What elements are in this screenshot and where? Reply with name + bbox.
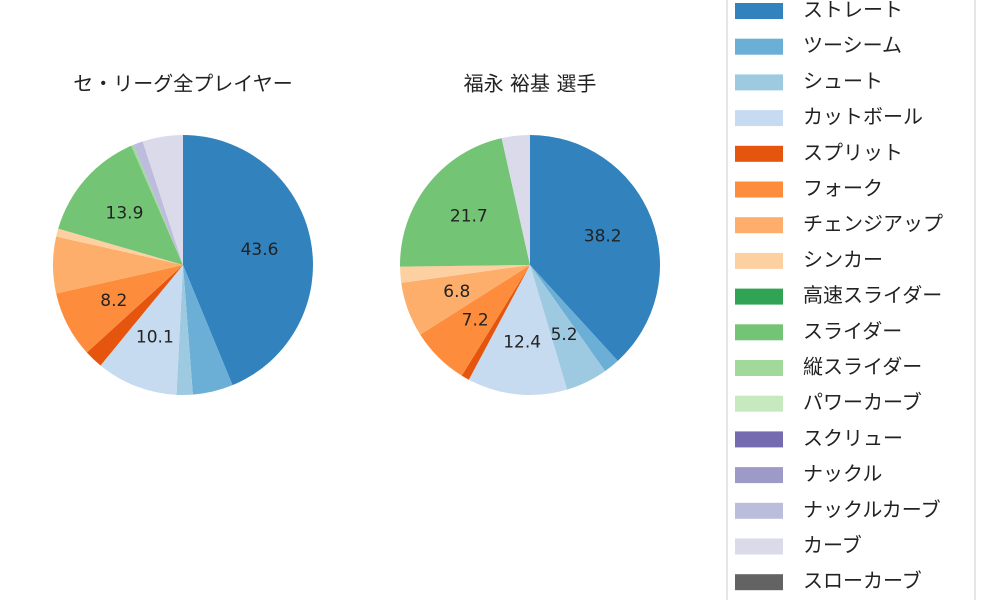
legend-label: ストレート bbox=[803, 0, 903, 22]
legend-label: シュート bbox=[803, 69, 883, 93]
value-label: 38.2 bbox=[584, 227, 622, 247]
legend-box bbox=[726, 0, 976, 604]
legend-swatch bbox=[735, 467, 783, 484]
pie-slice bbox=[58, 145, 183, 265]
value-label: 10.1 bbox=[136, 328, 174, 348]
legend-label: カーブ bbox=[803, 533, 862, 557]
pie-slice bbox=[52, 236, 184, 294]
pie-slice bbox=[468, 265, 568, 395]
legend-swatch bbox=[735, 252, 783, 269]
pie-slice bbox=[183, 265, 233, 395]
legend-swatch bbox=[735, 3, 783, 19]
chart-title: 福永 裕基 選手 bbox=[464, 72, 597, 96]
pie-slice bbox=[100, 265, 183, 395]
pie-slice bbox=[530, 135, 661, 361]
legend-label: 縦スライダー bbox=[803, 355, 922, 379]
legend-label: スライダー bbox=[803, 319, 902, 343]
pie-slice bbox=[399, 138, 530, 267]
pie-slice bbox=[56, 265, 183, 353]
legend-swatch bbox=[735, 145, 783, 162]
value-label: 5.2 bbox=[551, 325, 578, 345]
pie-slice bbox=[142, 135, 183, 265]
legend-label: シンカー bbox=[803, 247, 883, 271]
legend-label: 高速スライダー bbox=[803, 283, 942, 307]
legend-swatch bbox=[735, 431, 783, 448]
pie-slice bbox=[461, 265, 530, 380]
value-label: 7.2 bbox=[462, 310, 489, 330]
legend-swatch bbox=[735, 217, 783, 234]
value-label: 6.8 bbox=[443, 282, 470, 302]
pie-slice bbox=[183, 135, 313, 386]
legend-label: カットボール bbox=[803, 105, 923, 129]
value-label: 13.9 bbox=[106, 203, 144, 223]
value-label: 12.4 bbox=[503, 333, 541, 353]
pie-slice bbox=[86, 265, 183, 366]
pie-slice bbox=[501, 135, 530, 265]
pie-slice bbox=[131, 144, 183, 265]
legend-swatch bbox=[735, 38, 783, 55]
legend-swatch bbox=[735, 574, 783, 591]
legend-swatch bbox=[735, 110, 783, 127]
pie-slice bbox=[401, 265, 530, 335]
legend-label: チェンジアップ bbox=[803, 212, 943, 236]
legend-swatch bbox=[735, 288, 783, 305]
pie-slice bbox=[420, 265, 530, 376]
value-label: 43.6 bbox=[241, 240, 279, 260]
legend-label: フォーク bbox=[803, 176, 883, 200]
pie-slice bbox=[133, 141, 183, 265]
value-label: 8.2 bbox=[100, 291, 127, 311]
legend-swatch bbox=[735, 502, 783, 519]
pie-slice bbox=[56, 228, 183, 265]
legend-label: スローカーブ bbox=[803, 569, 922, 593]
legend-swatch bbox=[735, 74, 783, 91]
legend-label: パワーカーブ bbox=[803, 390, 922, 414]
pie-slice bbox=[400, 265, 530, 283]
legend-swatch bbox=[735, 395, 783, 412]
pie-slice bbox=[530, 265, 606, 390]
legend-label: スプリット bbox=[803, 140, 903, 164]
legend-label: ツーシーム bbox=[803, 33, 902, 57]
legend-swatch bbox=[735, 538, 783, 555]
legend-label: スクリュー bbox=[803, 426, 903, 450]
pie-slice bbox=[530, 265, 618, 372]
legend-swatch bbox=[735, 181, 783, 198]
chart-title: セ・リーグ全プレイヤー bbox=[73, 72, 292, 96]
legend-swatch bbox=[735, 324, 783, 341]
legend-label: ナックル bbox=[803, 462, 882, 486]
legend-swatch bbox=[735, 360, 783, 376]
value-label: 21.7 bbox=[450, 207, 488, 227]
pie-slice bbox=[176, 265, 193, 395]
legend-label: ナックルカーブ bbox=[803, 497, 941, 521]
